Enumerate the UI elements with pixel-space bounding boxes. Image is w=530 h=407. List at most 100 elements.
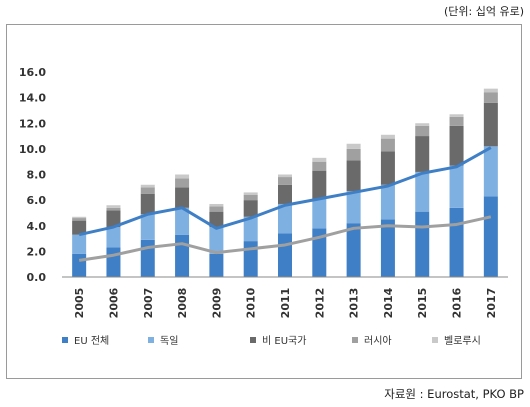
y-tick-label: 14.0 (19, 92, 46, 105)
bar-segment (449, 165, 464, 208)
bar-segment (415, 136, 430, 172)
bar-segment (312, 157, 327, 162)
legend-label: 러시아 (364, 335, 392, 347)
legend-label: EU 전체 (74, 335, 109, 347)
bar-segment (140, 239, 155, 277)
bar-segment (278, 203, 292, 234)
bar-segment (483, 92, 498, 103)
x-tick-label: 2015 (416, 288, 429, 319)
bar-segment (380, 138, 395, 152)
y-tick-label: 0.0 (27, 271, 47, 284)
bar-segment (209, 203, 224, 207)
line-series-blue (78, 146, 492, 237)
x-tick-label: 2005 (73, 288, 86, 319)
bar-segment (175, 207, 190, 235)
bar-segment (449, 116, 464, 126)
bar-segment (346, 223, 361, 277)
bar-segment (278, 184, 292, 204)
bar-segment (140, 193, 155, 215)
x-tick-label: 2008 (176, 288, 189, 319)
bar-segment (106, 247, 121, 277)
x-tick-label: 2013 (348, 288, 361, 319)
bar-segment (140, 214, 155, 240)
bar-segment (483, 102, 498, 147)
bar-segment (72, 216, 87, 219)
bar-segment (243, 216, 258, 242)
legend-swatch (62, 337, 68, 343)
bar-segment (209, 206, 224, 212)
bar-segment (278, 177, 292, 185)
bar-segment (72, 218, 87, 221)
bar-segment (72, 234, 87, 254)
legend-swatch (432, 337, 438, 343)
bar-segment (243, 200, 258, 217)
bar-segment (72, 220, 87, 235)
x-tick-label: 2017 (485, 288, 498, 319)
x-tick-label: 2007 (142, 288, 155, 319)
legend-label: 비 EU국가 (262, 335, 306, 347)
bar-segment (346, 143, 361, 149)
bar-segment (243, 195, 258, 201)
x-tick-label: 2009 (210, 288, 223, 319)
x-tick-label: 2016 (451, 287, 464, 318)
line-series-gray (78, 215, 492, 262)
bar-segment (483, 196, 498, 277)
x-tick-label: 2006 (107, 287, 120, 318)
bar-segment (312, 228, 327, 277)
legend-label: 벨로루시 (444, 335, 481, 347)
y-tick-label: 2.0 (27, 245, 47, 258)
bar-segment (346, 191, 361, 224)
x-tick-label: 2010 (245, 287, 258, 318)
legend-swatch (352, 337, 358, 343)
bar-segment (175, 178, 190, 188)
bar-segment (243, 241, 258, 277)
bar-segment (106, 205, 121, 208)
bar-segment (209, 253, 224, 277)
bar-segment (278, 174, 292, 178)
bar-segment (380, 134, 395, 139)
bar-segment (312, 161, 327, 171)
bar-segment (483, 146, 498, 197)
bar-segment (106, 227, 121, 248)
legend-swatch (148, 337, 154, 343)
bar-segment (449, 114, 464, 117)
bar-segment (415, 171, 430, 212)
bar-segment (278, 233, 292, 277)
bar-segment (175, 234, 190, 277)
bar-segment (106, 210, 121, 228)
bar-segment (140, 187, 155, 194)
bar-segment (175, 187, 190, 208)
bar-segment (415, 123, 430, 126)
unit-label: (단위: 십억 유로) (443, 5, 524, 18)
x-tick-label: 2014 (382, 287, 395, 318)
source-label: 자료원 : Eurostat, PKO BP (384, 387, 524, 401)
bar-segment (380, 151, 395, 185)
y-tick-label: 16.0 (19, 66, 46, 79)
bar-segment (380, 184, 395, 220)
y-tick-label: 10.0 (19, 143, 46, 156)
bar-segment (415, 211, 430, 277)
bar-segment (312, 198, 327, 229)
y-tick-label: 4.0 (27, 220, 47, 233)
bar-segment (140, 184, 155, 188)
bar-segment (415, 125, 430, 137)
bar-segment (380, 219, 395, 277)
bar-segment (106, 207, 121, 211)
y-tick-label: 6.0 (27, 194, 47, 207)
bar-segment (175, 174, 190, 179)
bar-segment (449, 125, 464, 166)
y-tick-label: 12.0 (19, 117, 46, 130)
bar-segment (346, 148, 361, 161)
bar-segment (72, 253, 87, 277)
bar-segment (209, 227, 224, 254)
legend-swatch (250, 337, 256, 343)
x-tick-label: 2012 (313, 288, 326, 319)
bar-segment (243, 192, 258, 195)
legend-label: 독일 (160, 335, 178, 347)
bar-segment (483, 88, 498, 93)
chart-frame (6, 24, 522, 379)
x-tick-label: 2011 (279, 288, 292, 319)
bar-segment (449, 207, 464, 277)
y-tick-label: 8.0 (27, 169, 47, 182)
